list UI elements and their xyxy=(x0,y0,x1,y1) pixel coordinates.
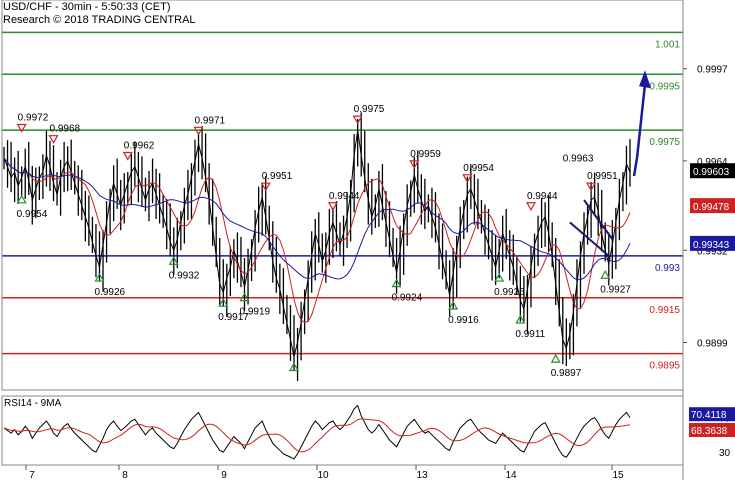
peak-label: 0.9959 xyxy=(410,149,441,160)
price-tag-box xyxy=(690,235,735,251)
y-tick-label: 0.9997 xyxy=(697,65,728,76)
level-label-3: 0.993 xyxy=(655,263,680,274)
target-label: 0.9963 xyxy=(563,154,594,165)
rsi-line xyxy=(3,404,631,460)
trough-label: 0.9926 xyxy=(494,287,525,298)
rsi-panel: RSI14 - 9MA xyxy=(3,398,631,460)
peak-marker xyxy=(122,151,133,161)
trough-marker xyxy=(515,314,526,324)
target-arrow xyxy=(632,84,647,177)
trough-label: 0.9916 xyxy=(448,315,479,326)
trough-label: 0.9924 xyxy=(392,293,423,304)
x-tick-label: 10 xyxy=(317,470,329,480)
level-label-0: 1.001 xyxy=(655,39,680,50)
trough-marker xyxy=(391,278,402,288)
rsi-tag-label: 68.3638 xyxy=(691,426,728,437)
trough-marker xyxy=(600,270,611,279)
price-tag-label: 0.99343 xyxy=(693,240,730,251)
rsi-tag-label: 70.4118 xyxy=(691,410,727,421)
x-tick-label: 14 xyxy=(505,470,517,480)
ma-fast-line xyxy=(3,157,631,324)
trough-marker xyxy=(494,272,505,282)
price-tag-label: 0.99603 xyxy=(693,167,730,178)
trough-marker xyxy=(448,300,459,310)
trough-marker xyxy=(288,362,300,372)
level-label-2: 0.9975 xyxy=(649,137,680,148)
y-tick-label: 0.9932 xyxy=(697,246,728,257)
trough-label: 0.9919 xyxy=(239,307,270,318)
peak-label: 0.9975 xyxy=(354,104,385,115)
peak-label: 0.9954 xyxy=(463,163,494,174)
price-tag-box xyxy=(690,163,735,179)
peak-label: 0.9944 xyxy=(329,191,360,202)
peak-label: 0.9962 xyxy=(124,140,155,151)
trough-label: 0.9932 xyxy=(169,270,200,281)
trough-label: 0.9911 xyxy=(515,329,545,340)
trough-marker xyxy=(94,272,105,282)
price-line xyxy=(3,130,631,357)
peak-label: 0.9951 xyxy=(587,171,618,182)
pattern-line-lower xyxy=(583,199,614,240)
level-label-1: 0.9995 xyxy=(649,81,680,92)
peak-label: 0.9968 xyxy=(50,124,81,135)
peak-marker xyxy=(327,202,338,211)
price-tag-box xyxy=(690,198,735,214)
peak-marker xyxy=(352,115,363,125)
peak-marker xyxy=(462,174,473,184)
peak-label: 0.9944 xyxy=(527,191,558,202)
target-arrowhead xyxy=(639,70,651,89)
level-label-5: 0.9895 xyxy=(649,361,680,372)
peak-marker xyxy=(48,135,59,144)
trough-marker xyxy=(218,297,229,307)
trough-label: 0.9954 xyxy=(17,209,48,220)
rsi-ma-line xyxy=(3,418,631,453)
level-label-4: 0.9915 xyxy=(649,305,680,316)
trough-label: 0.9897 xyxy=(551,368,582,379)
trough-label: 0.9917 xyxy=(218,312,249,323)
peak-label: 0.9971 xyxy=(195,115,226,126)
y-tick-label: 0.9964 xyxy=(697,157,728,168)
trough-marker xyxy=(239,292,250,302)
ma-slow-line xyxy=(3,157,631,281)
x-tick-label: 9 xyxy=(221,470,227,480)
x-tick-label: 13 xyxy=(416,470,428,480)
rsi-tag-box xyxy=(689,407,735,422)
peak-marker xyxy=(193,126,204,136)
y-tick-label: 0.9899 xyxy=(697,339,728,350)
trough-marker xyxy=(16,194,27,204)
x-tick-label: 15 xyxy=(612,470,624,480)
peak-label: 0.9972 xyxy=(18,113,49,124)
copyright-label: Research © 2018 TRADING CENTRAL xyxy=(3,14,196,26)
peak-marker xyxy=(260,182,271,192)
rsi-tag-box xyxy=(689,422,735,437)
pattern-line-upper xyxy=(569,221,610,257)
trough-label: 0.9927 xyxy=(600,284,631,295)
peak-marker xyxy=(409,160,420,170)
trough-marker xyxy=(550,353,561,363)
peak-label: 0.9951 xyxy=(262,171,293,182)
peak-marker xyxy=(586,182,597,192)
x-tick-label: 8 xyxy=(122,470,128,480)
chart-title: USD/CHF - 30min - 5:50:33 (CET) xyxy=(3,1,171,13)
rsi-tick-label: 30 xyxy=(719,448,731,459)
x-tick-label: 7 xyxy=(29,470,35,480)
rsi-title: RSI14 - 9MA xyxy=(4,398,62,409)
trough-marker xyxy=(168,256,179,265)
trough-label: 0.9926 xyxy=(94,287,125,298)
price-tag-label: 0.99478 xyxy=(693,202,730,213)
peak-marker xyxy=(525,202,537,211)
peak-marker xyxy=(16,123,27,133)
price-panel: 1.001 0.9995 0.9975 0.993 0.9915 0.9895 0.9972… xyxy=(2,31,683,382)
